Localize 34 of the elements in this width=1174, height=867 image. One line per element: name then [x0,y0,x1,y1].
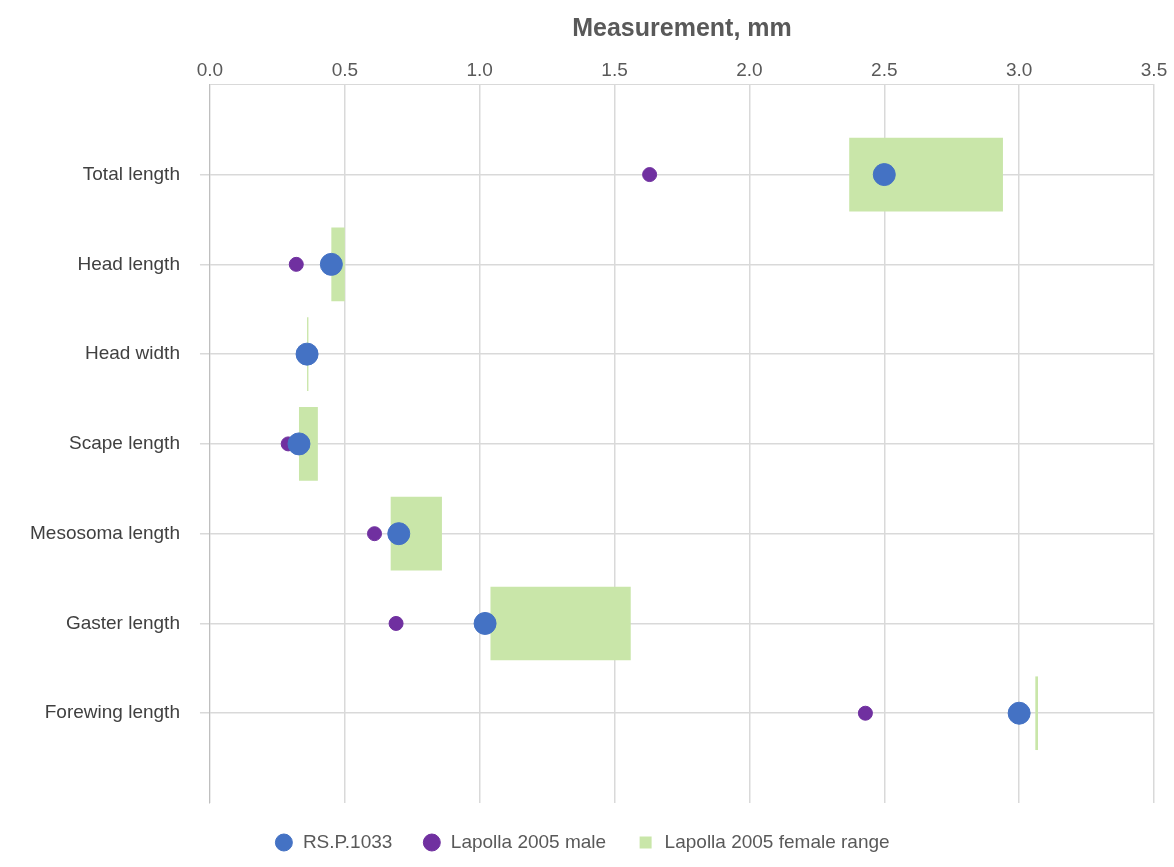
x-tick-label: 2.0 [736,58,763,80]
y-tick-label: Total length [82,162,180,184]
bar [1035,676,1039,751]
point [367,526,382,542]
bar [490,586,631,661]
point [387,522,411,546]
point [388,615,404,631]
point [872,163,896,187]
y-tick-label: Head width [84,342,180,364]
point [642,167,658,183]
x-tick-label: 1.5 [601,58,628,80]
x-tick-label: 0.5 [331,58,359,80]
x-tick-label: 3.5 [1140,58,1168,80]
legend-label: Lapolla 2005 female range [664,830,890,852]
point [473,611,497,635]
legend-label: RS.P.1033 [302,830,393,852]
x-tick-label: 0.0 [196,58,224,80]
y-tick-label: Forewing length [44,701,180,723]
x-tick-label: 2.5 [871,58,898,80]
point [288,256,304,272]
legend-label: Lapolla 2005 male [450,830,607,852]
y-tick-label: Scape length [69,432,180,454]
point [295,342,319,366]
bar [849,137,1003,212]
point [287,432,311,456]
point [857,705,873,721]
x-axis-title: Measurement, mm [572,12,792,41]
y-tick-label: Gaster length [65,611,180,633]
x-tick-label: 1.0 [466,58,493,80]
y-tick-label: Mesosoma length [30,521,180,543]
point [319,252,343,276]
x-tick-label: 3.0 [1005,58,1033,80]
point [1007,701,1031,725]
y-tick-label: Head length [77,252,180,274]
